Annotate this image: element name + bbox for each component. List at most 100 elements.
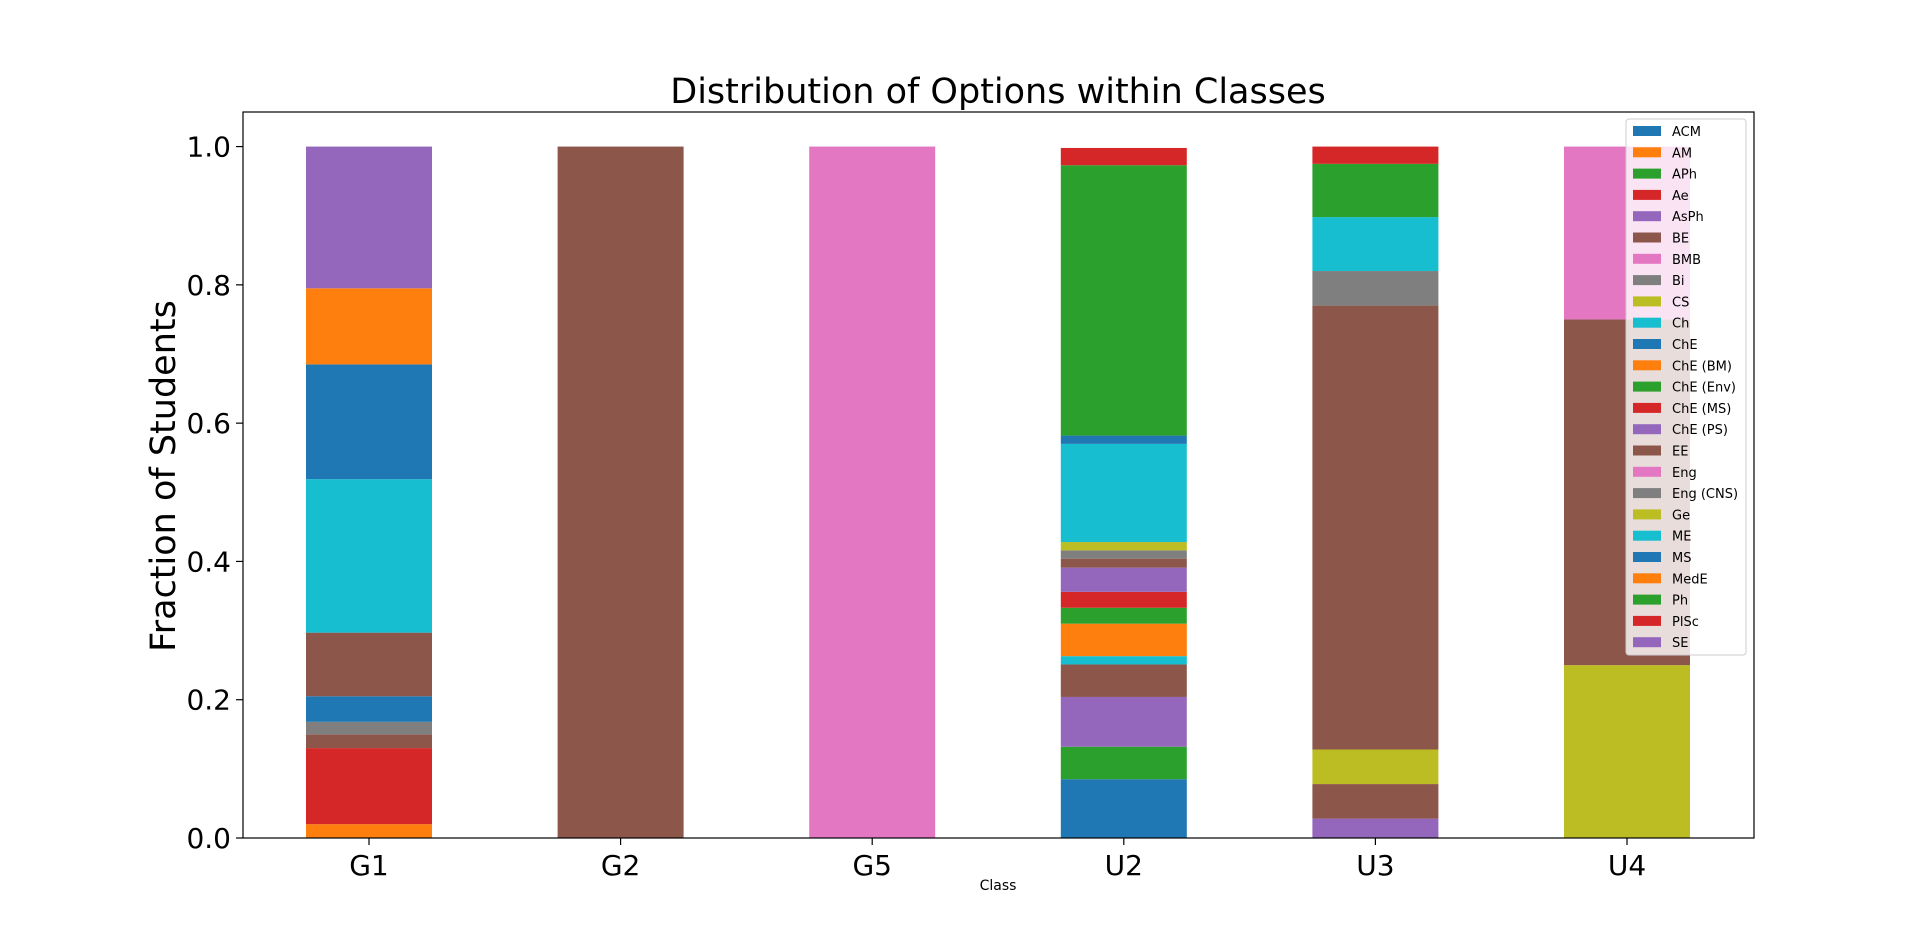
x-tick-label: U4 bbox=[1608, 849, 1646, 882]
legend-swatch bbox=[1633, 275, 1661, 286]
legend-label: Ge bbox=[1672, 508, 1690, 523]
legend-label: ME bbox=[1672, 530, 1691, 545]
legend-swatch bbox=[1633, 402, 1661, 413]
bar-segment-u3-15 bbox=[1312, 305, 1439, 750]
legend-label: CS bbox=[1672, 295, 1689, 310]
y-tick-label: 0.2 bbox=[186, 684, 231, 717]
bar-segment-u2-18 bbox=[1060, 542, 1187, 551]
legend-label: ChE (Env) bbox=[1672, 381, 1736, 396]
bar-segment-g1-20 bbox=[306, 364, 432, 480]
bar-segment-u3-5 bbox=[1312, 784, 1439, 819]
bar-segment-g1-19 bbox=[306, 479, 432, 633]
x-tick-label: U3 bbox=[1356, 849, 1394, 882]
x-axis: G1 G2 G5 U2 U3 U4 bbox=[349, 838, 1646, 882]
legend-label: ChE (BM) bbox=[1672, 359, 1732, 374]
legend-swatch bbox=[1633, 466, 1661, 477]
legend-swatch bbox=[1633, 530, 1661, 541]
legend-label: SE bbox=[1672, 636, 1688, 651]
bar-segment-u2-4 bbox=[1060, 696, 1187, 747]
bar-segment-u3-8 bbox=[1312, 749, 1439, 785]
plot-frame bbox=[242, 111, 1755, 839]
bar-segment-u3-23 bbox=[1312, 146, 1439, 164]
y-axis: 0.0 0.2 0.4 0.6 0.8 1.0 bbox=[186, 131, 243, 855]
legend-swatch bbox=[1633, 360, 1661, 371]
legend-label: MedE bbox=[1672, 572, 1708, 587]
legend-swatch bbox=[1633, 168, 1661, 179]
legend: ACM AM APh Ae AsPh BE BMB Bi CS Ch ChE ChE (BM) ChE … bbox=[1625, 118, 1747, 656]
y-tick-label: 0.0 bbox=[186, 822, 231, 855]
bar-segment-g2-15 bbox=[557, 146, 684, 839]
x-tick-label: G1 bbox=[349, 849, 389, 882]
bar-segment-g1-24 bbox=[306, 146, 432, 289]
y-tick-label: 1.0 bbox=[186, 131, 231, 164]
bar-segment-u2-11 bbox=[1060, 623, 1187, 657]
y-tick-label: 0.4 bbox=[186, 545, 231, 578]
legend-label: Ph bbox=[1672, 594, 1688, 609]
legend-label: Eng bbox=[1672, 466, 1697, 481]
bar-segment-u2-9 bbox=[1060, 656, 1187, 665]
bar-segment-u2-2 bbox=[1060, 746, 1187, 780]
bar-segment-u3-22 bbox=[1312, 163, 1439, 218]
bar-segment-u2-12 bbox=[1060, 607, 1187, 624]
legend-swatch bbox=[1633, 615, 1661, 626]
legend-swatch bbox=[1633, 381, 1661, 392]
legend-label: AsPh bbox=[1672, 210, 1704, 225]
bar-segment-u3-4 bbox=[1312, 818, 1439, 838]
legend-label: ACM bbox=[1672, 125, 1701, 140]
bars-layer bbox=[306, 146, 1690, 839]
bar-segment-g1-5 bbox=[306, 734, 432, 749]
legend-swatch bbox=[1633, 253, 1661, 264]
bar-segment-u2-20 bbox=[1060, 435, 1187, 444]
legend-label: Ae bbox=[1672, 189, 1689, 204]
x-tick-label: G5 bbox=[852, 849, 892, 882]
legend-swatch bbox=[1633, 552, 1661, 562]
legend-label: Bi bbox=[1672, 274, 1685, 289]
bar-segment-u3-19 bbox=[1312, 217, 1439, 272]
legend-label: Ch bbox=[1672, 317, 1689, 332]
bar-segment-u2-15 bbox=[1060, 558, 1187, 568]
legend-label: ChE bbox=[1672, 338, 1698, 353]
x-tick-label: G2 bbox=[601, 849, 641, 882]
legend-swatch bbox=[1633, 317, 1661, 328]
bar-segment-u2-17 bbox=[1060, 550, 1187, 559]
legend-box bbox=[1625, 118, 1747, 656]
bar-segment-g1-15 bbox=[306, 632, 432, 697]
legend-swatch bbox=[1633, 296, 1661, 307]
y-tick-label: 0.6 bbox=[186, 407, 231, 440]
legend-label: BE bbox=[1672, 232, 1689, 247]
legend-swatch bbox=[1633, 594, 1661, 605]
bar-segment-u2-13 bbox=[1060, 591, 1187, 608]
legend-swatch bbox=[1633, 232, 1661, 243]
bar-segment-g1-21 bbox=[306, 288, 432, 365]
bar-segment-u2-23 bbox=[1060, 147, 1187, 166]
bar-segment-u2-22 bbox=[1060, 165, 1187, 436]
y-tick-label: 0.8 bbox=[186, 269, 231, 302]
x-axis-label: Class bbox=[980, 878, 1017, 894]
bar-segment-u2-14 bbox=[1060, 567, 1187, 592]
legend-label: AM bbox=[1672, 146, 1692, 161]
bar-segment-u2-5 bbox=[1060, 664, 1187, 697]
bar-segment-u3-17 bbox=[1312, 271, 1439, 306]
legend-swatch bbox=[1633, 445, 1661, 456]
legend-swatch bbox=[1633, 147, 1661, 158]
legend-swatch bbox=[1633, 488, 1661, 499]
bar-segment-u4-8 bbox=[1564, 665, 1690, 838]
legend-label: APh bbox=[1672, 168, 1697, 183]
bar-segment-g1-1 bbox=[306, 824, 432, 838]
legend-swatch bbox=[1633, 211, 1661, 222]
legend-label: Eng (CNS) bbox=[1672, 487, 1738, 502]
legend-label: BMB bbox=[1672, 253, 1701, 268]
legend-swatch bbox=[1633, 637, 1661, 648]
bar-segment-g1-3 bbox=[306, 748, 432, 825]
bar-segment-u2-0 bbox=[1060, 779, 1187, 838]
bar-segment-g1-7 bbox=[306, 721, 432, 735]
legend-swatch bbox=[1633, 509, 1661, 520]
bar-segment-u2-19 bbox=[1060, 443, 1187, 543]
legend-swatch bbox=[1633, 189, 1661, 200]
legend-swatch bbox=[1633, 126, 1661, 136]
bar-segment-g1-10 bbox=[306, 696, 432, 722]
legend-label: MS bbox=[1672, 551, 1691, 566]
legend-label: PlSc bbox=[1672, 615, 1699, 630]
legend-label: ChE (PS) bbox=[1672, 423, 1728, 438]
